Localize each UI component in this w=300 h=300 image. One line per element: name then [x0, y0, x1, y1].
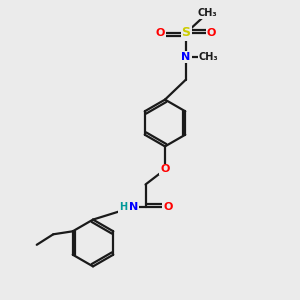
Text: H: H	[119, 202, 127, 212]
Text: O: O	[163, 202, 173, 212]
Text: N: N	[182, 52, 190, 62]
Text: O: O	[207, 28, 216, 38]
Text: N: N	[129, 202, 138, 212]
Text: S: S	[182, 26, 190, 40]
Text: O: O	[156, 28, 165, 38]
Text: O: O	[160, 164, 170, 175]
Text: CH₃: CH₃	[199, 52, 218, 62]
Text: CH₃: CH₃	[197, 8, 217, 19]
